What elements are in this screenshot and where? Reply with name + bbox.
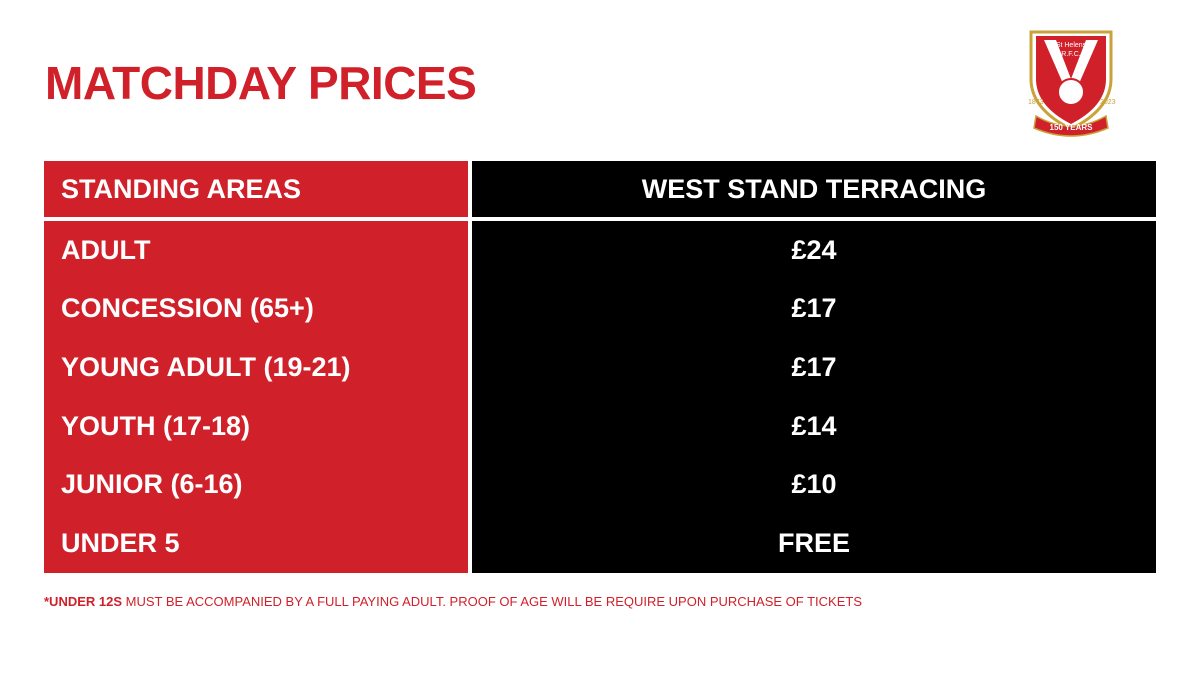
row-label: CONCESSION (65+)	[44, 279, 468, 339]
footnote-emphasis: *UNDER 12S	[44, 594, 123, 609]
logo-text: St Helens	[1056, 42, 1087, 49]
price: £17	[472, 338, 1156, 397]
logo-year: 1873	[1028, 99, 1044, 106]
row-label: ADULT	[44, 221, 468, 280]
price: £14	[472, 396, 1156, 456]
price: FREE	[472, 514, 1156, 573]
footnote: *UNDER 12S MUST BE ACCOMPANIED BY A FULL…	[44, 594, 862, 609]
price: £10	[472, 455, 1156, 514]
club-logo: St Helens R.F.C. 1873 2023 150 YEARS	[1028, 30, 1116, 137]
row-label: UNDER 5	[44, 514, 468, 573]
logo-banner: 150 YEARS	[1050, 123, 1094, 132]
row-label: YOUNG ADULT (19-21)	[44, 338, 468, 397]
column-header: STANDING AREAS	[44, 161, 468, 217]
logo-text: R.F.C.	[1061, 51, 1081, 58]
page-title: MATCHDAY PRICES	[45, 57, 477, 109]
footnote-text: MUST BE ACCOMPANIED BY A FULL PAYING ADU…	[125, 594, 863, 609]
logo-year: 2023	[1100, 99, 1116, 106]
price: £17	[472, 279, 1156, 339]
row-label: JUNIOR (6-16)	[44, 455, 468, 514]
price: £24	[472, 221, 1156, 280]
column-header: WEST STAND TERRACING	[472, 161, 1156, 217]
row-label: YOUTH (17-18)	[44, 396, 468, 456]
